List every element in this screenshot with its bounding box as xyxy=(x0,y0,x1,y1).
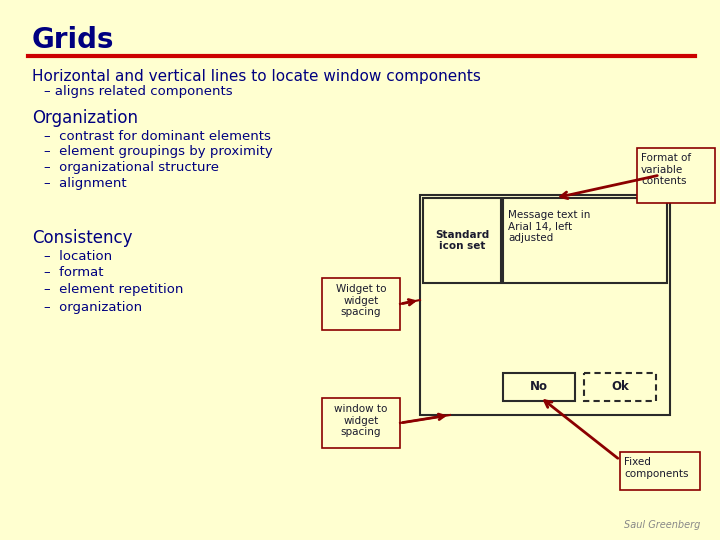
Bar xyxy=(637,148,715,203)
Text: Grids: Grids xyxy=(32,26,114,54)
Text: –  element repetition: – element repetition xyxy=(44,284,184,296)
Text: –  location: – location xyxy=(44,249,112,262)
Text: Fixed
components: Fixed components xyxy=(624,457,688,478)
Text: Organization: Organization xyxy=(32,109,138,127)
Bar xyxy=(420,195,670,415)
Text: window to
widget
spacing: window to widget spacing xyxy=(334,404,387,437)
Text: –  format: – format xyxy=(44,267,104,280)
Text: Ok: Ok xyxy=(611,381,629,394)
Text: Horizontal and vertical lines to locate window components: Horizontal and vertical lines to locate … xyxy=(32,69,481,84)
Text: Consistency: Consistency xyxy=(32,229,132,247)
Bar xyxy=(503,198,667,283)
Text: – aligns related components: – aligns related components xyxy=(44,85,233,98)
Text: –  organizational structure: – organizational structure xyxy=(44,161,219,174)
Text: –  alignment: – alignment xyxy=(44,178,127,191)
Text: –  element groupings by proximity: – element groupings by proximity xyxy=(44,145,273,159)
Text: –  contrast for dominant elements: – contrast for dominant elements xyxy=(44,130,271,143)
Bar xyxy=(322,398,400,448)
Bar xyxy=(503,373,575,401)
Text: No: No xyxy=(530,381,548,394)
Text: Widget to
widget
spacing: Widget to widget spacing xyxy=(336,284,386,317)
Bar xyxy=(584,373,656,401)
Text: Message text in
Arial 14, left
adjusted: Message text in Arial 14, left adjusted xyxy=(508,210,590,243)
Bar xyxy=(423,198,501,283)
Bar xyxy=(620,452,700,490)
Text: Format of
variable
contents: Format of variable contents xyxy=(641,153,691,186)
Bar xyxy=(322,278,400,330)
Text: Saul Greenberg: Saul Greenberg xyxy=(624,520,700,530)
Text: –  organization: – organization xyxy=(44,300,142,314)
Text: Standard
icon set: Standard icon set xyxy=(435,230,489,251)
